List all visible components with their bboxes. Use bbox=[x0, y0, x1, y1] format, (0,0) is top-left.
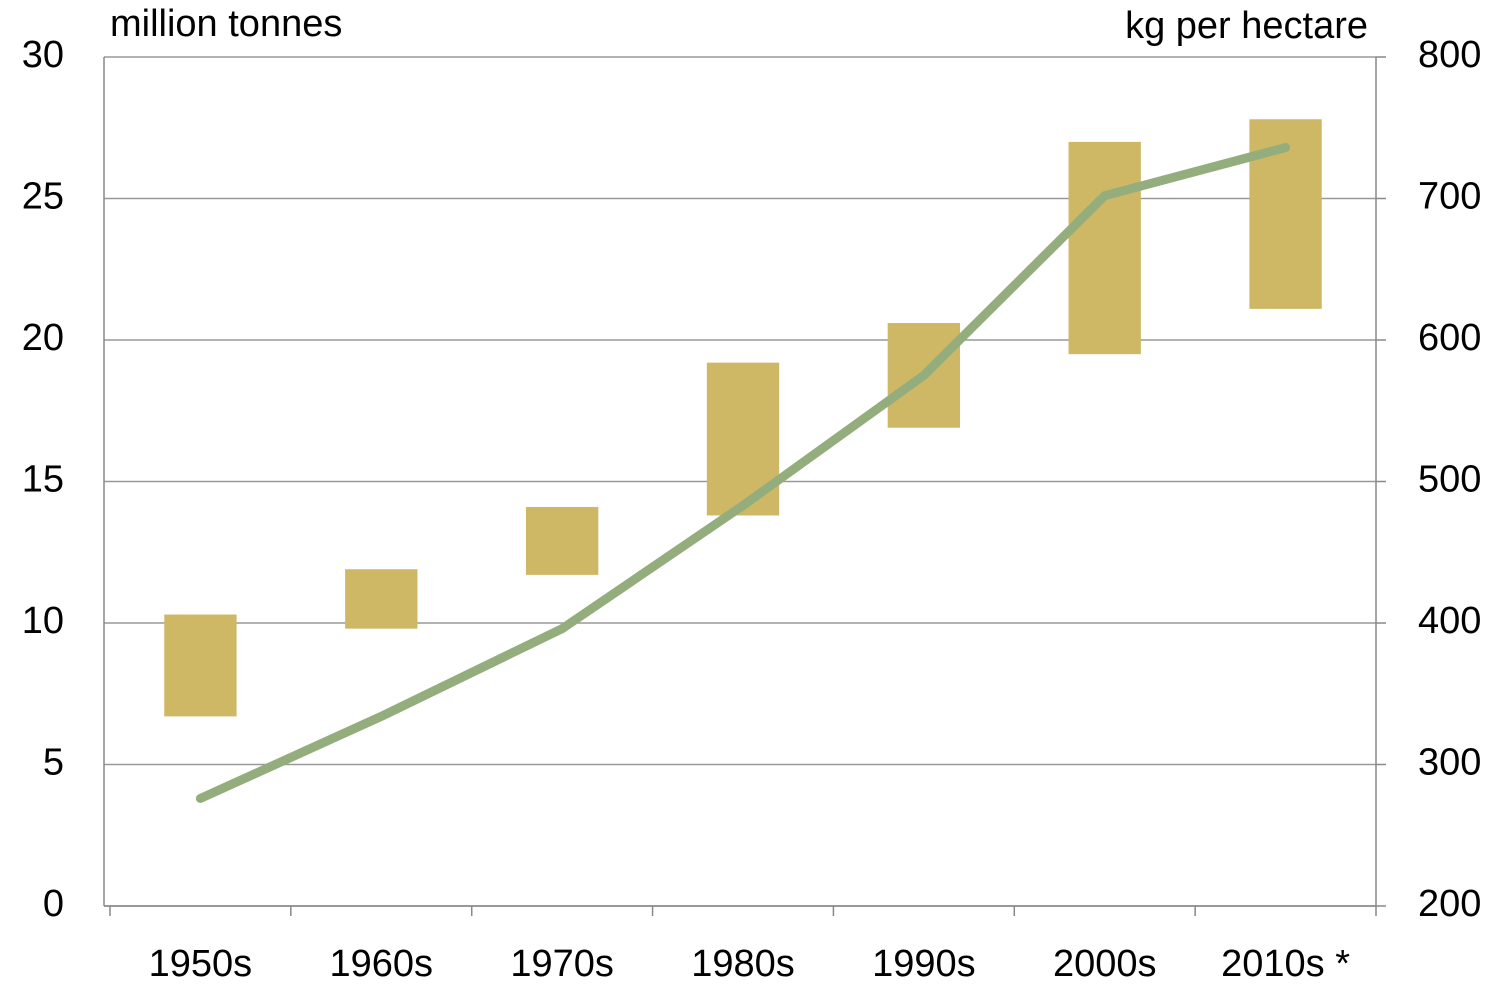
x-tick-label: 1970s bbox=[510, 943, 614, 985]
x-tick-label: 2000s bbox=[1053, 943, 1157, 985]
y2-tick-label: 800 bbox=[1418, 34, 1481, 76]
y2-tick-label: 300 bbox=[1418, 742, 1481, 784]
line bbox=[195, 143, 1291, 803]
x-tick-label: 1990s bbox=[872, 943, 976, 985]
y-tick-label: 10 bbox=[22, 600, 64, 642]
range-bar bbox=[525, 506, 599, 575]
y2-axis-label: kg per hectare bbox=[1125, 5, 1368, 47]
y-tick-label: 0 bbox=[43, 883, 64, 925]
y-tick-label: 20 bbox=[22, 317, 64, 359]
y-tick-label: 5 bbox=[43, 742, 64, 784]
x-tick-label: 1980s bbox=[691, 943, 795, 985]
range-bar bbox=[1068, 141, 1141, 355]
y2-tick-label: 700 bbox=[1418, 176, 1481, 218]
y2-tick-label: 600 bbox=[1418, 317, 1481, 359]
y2-tick-label: 200 bbox=[1418, 883, 1481, 925]
y-tick-label: 25 bbox=[22, 176, 64, 218]
x-tick-label: 1960s bbox=[330, 943, 434, 985]
y2-tick-label: 400 bbox=[1418, 600, 1481, 642]
y-tick-label: 15 bbox=[22, 459, 64, 501]
x-tick-label: 1950s bbox=[149, 943, 253, 985]
x-tick-label: 2010s * bbox=[1221, 943, 1350, 985]
y-tick-label: 30 bbox=[22, 34, 64, 76]
range-bar bbox=[164, 614, 237, 717]
y-axis-label: million tonnes bbox=[110, 3, 342, 45]
y2-tick-label: 500 bbox=[1418, 459, 1481, 501]
range-bar bbox=[345, 569, 418, 629]
